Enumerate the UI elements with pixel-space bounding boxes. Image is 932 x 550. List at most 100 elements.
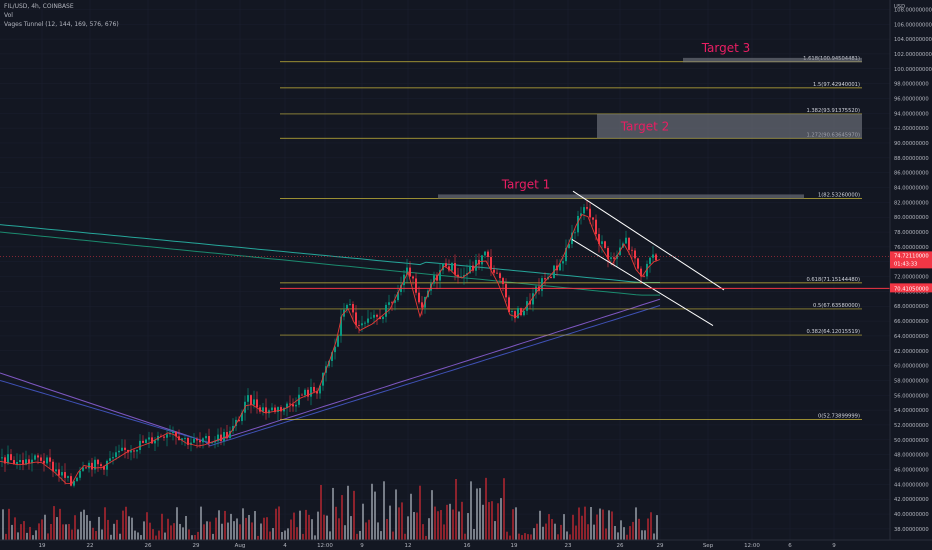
candle-body <box>442 263 444 271</box>
candle-body <box>358 325 360 326</box>
time-tick-2: 26 <box>145 543 152 549</box>
candle-body <box>142 440 144 443</box>
volume-bar <box>176 507 178 540</box>
candle-body <box>241 412 243 422</box>
time-axis[interactable]: 19 22 26 29 Aug 4 12:00 9 12 16 19 23 26 29 Sep 12:00 6 9 <box>0 539 932 549</box>
candle-body <box>349 304 351 305</box>
volume-bar <box>68 523 70 540</box>
volume-bar <box>158 530 160 540</box>
candle-body <box>610 257 612 259</box>
volume-bar <box>620 520 622 540</box>
volume-bar <box>5 533 7 540</box>
candle-body <box>163 436 165 438</box>
candle-body <box>571 232 573 245</box>
volume-bar <box>470 481 472 540</box>
volume-bar <box>59 508 61 540</box>
candle-body <box>451 263 453 271</box>
channel-lower-line <box>571 239 714 326</box>
volume-bar <box>458 511 460 540</box>
candle-body <box>373 314 375 318</box>
volume-bar <box>626 534 628 540</box>
volume-bar <box>590 506 592 540</box>
volume-bar <box>179 523 181 540</box>
price-tick-0: 38.00000000 <box>894 527 929 533</box>
volume-bars <box>2 477 658 540</box>
candle-body <box>544 278 546 280</box>
volume-bar <box>221 523 223 540</box>
candle-body <box>115 452 117 458</box>
candle-body <box>367 318 369 323</box>
volume-bar <box>152 529 154 540</box>
target-zone-2 <box>597 113 862 139</box>
volume-bar <box>260 523 262 540</box>
price-tick-27: 92.00000000 <box>894 126 929 132</box>
volume-bar <box>653 533 655 540</box>
fib-label-6: 0.5(67.63580000) <box>813 303 860 309</box>
volume-bar <box>392 531 394 540</box>
candle-body <box>388 302 390 305</box>
candle-body <box>4 457 6 464</box>
volume-bar <box>128 516 130 540</box>
volume-bar <box>62 524 64 540</box>
candle-body <box>100 464 102 467</box>
volume-bar <box>191 535 193 540</box>
candle-body <box>490 256 492 270</box>
volume-bar <box>323 514 325 540</box>
candle-body <box>172 431 174 434</box>
volume-bar <box>647 518 649 540</box>
volume-bar <box>2 509 4 540</box>
volume-bar <box>185 515 187 540</box>
volume-bar <box>629 526 631 540</box>
target-zone-1 <box>438 194 804 199</box>
candle-body <box>340 316 342 336</box>
price-tick-1: 40.00000000 <box>894 512 929 518</box>
candle-body <box>523 310 525 316</box>
candle-body <box>322 372 324 386</box>
volume-bar <box>218 510 220 540</box>
candle-body <box>469 265 471 274</box>
candle-body <box>589 208 591 218</box>
candle-body <box>67 476 69 478</box>
candle-body <box>286 403 288 409</box>
candle-body <box>604 241 606 248</box>
candle-body <box>577 215 579 233</box>
candle-body <box>412 276 414 279</box>
volume-bar <box>290 519 292 540</box>
candle-body <box>580 213 582 216</box>
volume-bar <box>26 532 28 540</box>
volume-bar <box>284 530 286 540</box>
price-axis[interactable]: USD 38.00000000 40.00000000 42.00000000 44.0… <box>889 0 932 540</box>
volume-bar <box>500 498 502 540</box>
time-tick-9: 16 <box>464 543 471 549</box>
volume-bar <box>224 510 226 540</box>
grid <box>0 0 890 540</box>
candle-body <box>307 389 309 397</box>
candle-body <box>64 472 66 478</box>
candle-body <box>112 457 114 459</box>
volume-bar <box>614 525 616 540</box>
volume-bar <box>617 532 619 540</box>
volume-bar <box>353 490 355 540</box>
volume-bar <box>137 532 139 540</box>
volume-bar <box>638 518 640 540</box>
volume-bar <box>386 518 388 540</box>
candle-body <box>43 460 45 464</box>
volume-bar <box>461 501 463 540</box>
volume-bar <box>641 530 643 540</box>
fib-label-8: 0(52.73899999) <box>818 413 860 419</box>
volume-bar <box>212 533 214 540</box>
volume-bar <box>149 522 151 540</box>
candle-body <box>613 257 615 259</box>
candle-body <box>397 291 399 301</box>
volume-bar <box>86 515 88 540</box>
volume-bar <box>200 506 202 540</box>
current-price-line <box>0 256 890 289</box>
volume-bar <box>389 505 391 540</box>
volume-bar <box>395 489 397 540</box>
volume-bar <box>161 513 163 540</box>
candle-body <box>91 462 93 470</box>
candle-body <box>79 470 81 478</box>
candle-body <box>70 476 72 486</box>
volume-bar <box>413 512 415 540</box>
